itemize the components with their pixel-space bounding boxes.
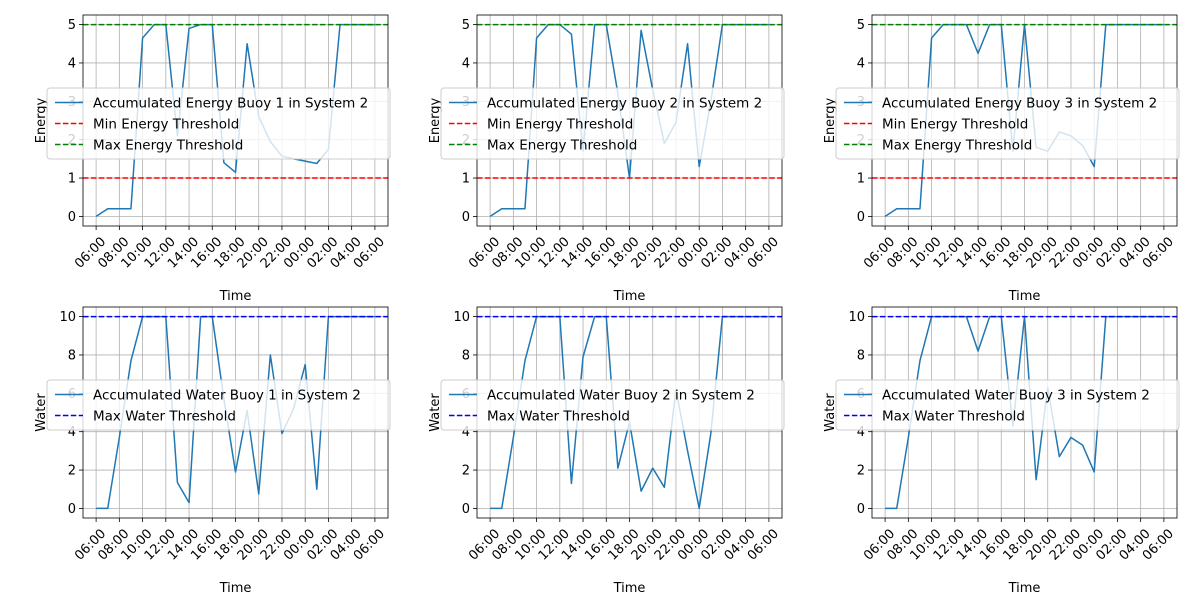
- y-tick-label: 2: [68, 464, 76, 479]
- y-tick-label: 10: [453, 310, 470, 325]
- y-tick-label: 0: [857, 502, 865, 517]
- legend-box: [46, 379, 391, 431]
- y-tick-label: 5: [462, 18, 470, 33]
- y-tick-label: 2: [857, 464, 865, 479]
- legend-entry-label: Accumulated Water Buoy 1 in System 2: [93, 388, 361, 404]
- subplot-3: 06:0008:0010:0012:0014:0016:0018:0020:00…: [823, 14, 1180, 304]
- legend: Accumulated Water Buoy 3 in System 2 Max …: [835, 379, 1180, 431]
- legend-entry-label: Max Water Threshold: [93, 409, 236, 425]
- subplot-6: 06:0008:0010:0012:0014:0016:0018:0020:00…: [823, 306, 1180, 596]
- legend-entry-label: Min Energy Threshold: [93, 117, 239, 133]
- legend-entry-label: Max Energy Threshold: [93, 138, 243, 154]
- legend-box: [835, 379, 1180, 431]
- x-axis-label: Time: [1008, 289, 1041, 304]
- y-axis-label: Energy: [34, 97, 49, 143]
- y-axis-label: Energy: [823, 97, 838, 143]
- legend-box: [440, 87, 785, 160]
- legend-entry-label: Max Energy Threshold: [882, 138, 1032, 154]
- legend-entry-label: Accumulated Energy Buoy 2 in System 2: [487, 96, 762, 112]
- legend-entry-label: Accumulated Energy Buoy 1 in System 2: [93, 96, 368, 112]
- legend-entry-label: Accumulated Energy Buoy 3 in System 2: [882, 96, 1157, 112]
- y-tick-label: 8: [68, 348, 76, 363]
- y-tick-label: 5: [68, 18, 76, 33]
- y-tick-label: 0: [68, 502, 76, 517]
- legend: Accumulated Energy Buoy 2 in System 2 Min…: [440, 87, 785, 160]
- x-axis-label: Time: [219, 289, 252, 304]
- y-tick-label: 4: [462, 56, 470, 71]
- y-tick-label: 2: [462, 464, 470, 479]
- legend-entry-label: Max Energy Threshold: [487, 138, 637, 154]
- y-tick-label: 4: [462, 425, 470, 440]
- legend-entry-label: Accumulated Water Buoy 3 in System 2: [882, 388, 1150, 404]
- legend: Accumulated Water Buoy 1 in System 2 Max …: [46, 379, 391, 431]
- y-tick-label: 1: [68, 172, 76, 187]
- y-axis-label: Energy: [428, 97, 443, 143]
- subplot-4: 06:0008:0010:0012:0014:0016:0018:0020:00…: [34, 306, 391, 596]
- y-tick-label: 10: [848, 310, 865, 325]
- y-tick-label: 4: [857, 56, 865, 71]
- legend: Accumulated Energy Buoy 1 in System 2 Min…: [46, 87, 391, 160]
- subplot-2: 06:0008:0010:0012:0014:0016:0018:0020:00…: [428, 14, 785, 304]
- legend-entry-label: Max Water Threshold: [487, 409, 630, 425]
- legend-box: [835, 87, 1180, 160]
- y-tick-label: 8: [462, 348, 470, 363]
- y-tick-label: 4: [68, 425, 76, 440]
- legend: Accumulated Energy Buoy 3 in System 2 Min…: [835, 87, 1180, 160]
- y-axis-label: Water: [823, 393, 838, 432]
- legend-entry-label: Min Energy Threshold: [882, 117, 1028, 133]
- y-tick-label: 0: [857, 210, 865, 225]
- y-axis-label: Water: [428, 393, 443, 432]
- legend-entry-label: Max Water Threshold: [882, 409, 1025, 425]
- x-axis-label: Time: [613, 581, 646, 596]
- legend-entry-label: Accumulated Water Buoy 2 in System 2: [487, 388, 755, 404]
- legend-box: [46, 87, 391, 160]
- y-tick-label: 10: [59, 310, 76, 325]
- x-axis-label: Time: [1008, 581, 1041, 596]
- y-tick-label: 0: [68, 210, 76, 225]
- legend-box: [440, 379, 785, 431]
- x-axis-label: Time: [219, 581, 252, 596]
- subplot-1: 06:0008:0010:0012:0014:0016:0018:0020:00…: [34, 14, 391, 304]
- x-axis-label: Time: [613, 289, 646, 304]
- subplot-5: 06:0008:0010:0012:0014:0016:0018:0020:00…: [428, 306, 785, 596]
- legend-entry-label: Min Energy Threshold: [487, 117, 633, 133]
- y-tick-label: 4: [68, 56, 76, 71]
- legend: Accumulated Water Buoy 2 in System 2 Max …: [440, 379, 785, 431]
- y-tick-label: 0: [462, 502, 470, 517]
- y-tick-label: 0: [462, 210, 470, 225]
- y-tick-label: 1: [857, 172, 865, 187]
- y-tick-label: 1: [462, 172, 470, 187]
- y-axis-label: Water: [34, 393, 49, 432]
- y-tick-label: 5: [857, 18, 865, 33]
- y-tick-label: 4: [857, 425, 865, 440]
- y-tick-label: 8: [857, 348, 865, 363]
